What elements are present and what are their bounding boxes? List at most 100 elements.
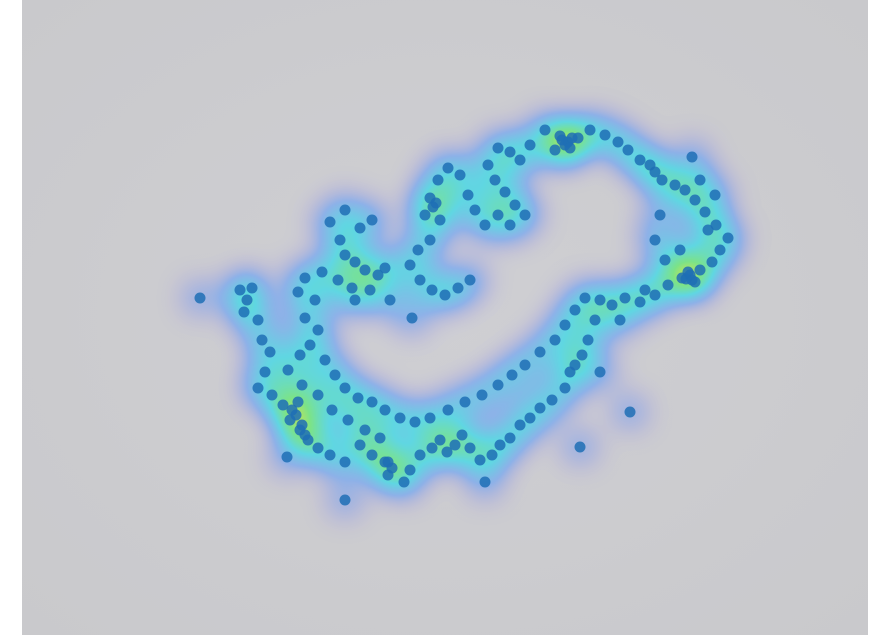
point <box>722 232 734 244</box>
point <box>434 214 446 226</box>
point <box>449 439 461 451</box>
point <box>534 346 546 358</box>
point <box>710 219 722 231</box>
point <box>519 359 531 371</box>
point <box>644 159 656 171</box>
point <box>456 429 468 441</box>
point <box>334 234 346 246</box>
point <box>404 464 416 476</box>
point <box>482 159 494 171</box>
point <box>492 379 504 391</box>
point <box>489 174 501 186</box>
point <box>290 409 302 421</box>
point <box>312 442 324 454</box>
point <box>639 284 651 296</box>
point <box>442 404 454 416</box>
point <box>579 292 591 304</box>
point <box>442 162 454 174</box>
point <box>464 442 476 454</box>
point <box>492 142 504 154</box>
point <box>252 382 264 394</box>
point <box>366 214 378 226</box>
point <box>619 292 631 304</box>
point <box>292 396 304 408</box>
point <box>504 146 516 158</box>
point <box>494 439 506 451</box>
point <box>674 244 686 256</box>
point <box>582 334 594 346</box>
point <box>702 224 714 236</box>
point <box>559 319 571 331</box>
point <box>474 454 486 466</box>
point <box>424 412 436 424</box>
point <box>634 296 646 308</box>
point <box>514 419 526 431</box>
point <box>312 389 324 401</box>
point <box>296 419 308 431</box>
point <box>469 204 481 216</box>
point <box>256 334 268 346</box>
point <box>339 382 351 394</box>
point <box>614 314 626 326</box>
point <box>366 396 378 408</box>
point <box>680 273 692 285</box>
point <box>194 292 206 304</box>
point <box>252 314 264 326</box>
plot-background <box>22 0 868 635</box>
point <box>241 294 253 306</box>
point <box>679 184 691 196</box>
point <box>559 382 571 394</box>
point <box>404 259 416 271</box>
point <box>394 412 406 424</box>
point <box>714 244 726 256</box>
point <box>594 294 606 306</box>
point <box>319 354 331 366</box>
point <box>406 312 418 324</box>
point <box>352 392 364 404</box>
point <box>524 139 536 151</box>
point <box>299 312 311 324</box>
point <box>299 272 311 284</box>
point <box>299 429 311 441</box>
point <box>432 174 444 186</box>
point <box>594 366 606 378</box>
point <box>686 151 698 163</box>
point <box>689 194 701 206</box>
point <box>566 132 578 144</box>
point <box>412 244 424 256</box>
point <box>699 206 711 218</box>
point <box>372 269 384 281</box>
point <box>569 304 581 316</box>
point <box>414 449 426 461</box>
point <box>459 396 471 408</box>
point <box>346 282 358 294</box>
point <box>409 416 421 428</box>
point <box>669 179 681 191</box>
point <box>349 256 361 268</box>
point <box>439 289 451 301</box>
point <box>654 209 666 221</box>
point <box>514 154 526 166</box>
point <box>509 199 521 211</box>
point <box>706 256 718 268</box>
point <box>379 262 391 274</box>
point <box>479 219 491 231</box>
point <box>339 204 351 216</box>
point <box>486 449 498 461</box>
point <box>382 469 394 481</box>
point <box>649 289 661 301</box>
point <box>379 404 391 416</box>
point <box>282 364 294 376</box>
point <box>556 134 568 146</box>
point <box>329 369 341 381</box>
point <box>569 359 581 371</box>
point <box>589 314 601 326</box>
point <box>246 282 258 294</box>
point <box>349 294 361 306</box>
point <box>576 349 588 361</box>
point <box>564 142 576 154</box>
point <box>506 369 518 381</box>
point <box>606 299 618 311</box>
point <box>694 264 706 276</box>
